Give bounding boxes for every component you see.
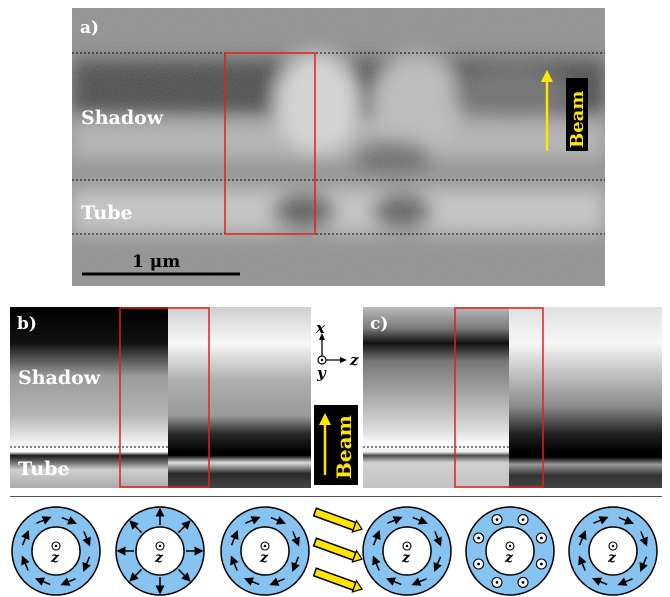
arrow-icon [270, 516, 286, 525]
panel-b: b) Shadow Tube [10, 307, 311, 488]
beam-label-a: Beam [567, 91, 588, 148]
arrow-icon [21, 530, 30, 546]
arrow-icon [411, 577, 427, 586]
ring-inner [31, 526, 81, 576]
arrow-icon [245, 516, 261, 525]
arrow-icon [639, 556, 648, 572]
arrow-icon [291, 556, 300, 572]
panel-c-label: c) [370, 314, 388, 334]
axis-x-label: x [315, 320, 326, 337]
ring-center-label: z [154, 550, 164, 566]
ring-inner [485, 526, 535, 576]
shadow-label-a: Shadow [81, 107, 164, 129]
arrow-icon [230, 555, 239, 571]
ring-2: z [115, 506, 205, 596]
highlight-box-c [454, 307, 544, 488]
panel-a: a) Shadow Tube 1 μm Beam [72, 8, 605, 286]
arrow-icon [386, 577, 402, 586]
arrow-icon [36, 516, 52, 525]
scale-bar-label: 1 μm [132, 252, 180, 272]
arrow-icon [617, 577, 633, 586]
axis-y-label: y [316, 364, 327, 382]
highlight-box-b [119, 307, 210, 488]
arrow-icon [269, 577, 285, 586]
arrow-icon [592, 577, 608, 586]
ring-3: z [220, 506, 310, 596]
arrow-icon [578, 530, 587, 546]
arrow-icon [618, 516, 634, 525]
transition-arrows [312, 507, 363, 593]
ring-center-label: z [259, 550, 269, 566]
arrow-icon [387, 516, 403, 525]
arrow-icon [82, 531, 91, 547]
ring-6: z [568, 506, 658, 596]
arrow-icon [433, 556, 442, 572]
arrow-icon [82, 556, 91, 572]
ring-inner [240, 526, 290, 576]
arrow-icon [230, 530, 239, 546]
ring-center-label: z [504, 550, 514, 566]
arrow-icon [412, 516, 428, 525]
axes-indicator: x z y [312, 320, 364, 385]
beam-label-bg-a [566, 78, 588, 151]
beam-label-middle: Beam [332, 415, 356, 479]
arrow-icon [244, 577, 260, 586]
ring-5: z [465, 506, 555, 596]
arrow-icon [372, 555, 381, 571]
arrow-icon [578, 555, 587, 571]
panel-c-image: c) [363, 307, 662, 488]
shadow-label-b: Shadow [18, 367, 101, 389]
tube-label-b: Tube [18, 458, 70, 480]
ring-4: z [362, 506, 452, 596]
ring-center-label: z [401, 550, 411, 566]
panel-b-image: b) Shadow Tube [10, 307, 311, 488]
ring-center-label: z [50, 550, 60, 566]
arrow-icon [21, 555, 30, 571]
ring-inner [588, 526, 638, 576]
ring-inner [135, 526, 185, 576]
beam-indicator-middle: Beam [314, 405, 358, 485]
panel-b-label: b) [17, 314, 37, 334]
highlight-box-a [224, 52, 316, 235]
arrow-icon [60, 577, 76, 586]
ring-center-label: z [607, 550, 617, 566]
beam-arrowhead-a [541, 70, 553, 82]
panel-c: c) [363, 307, 662, 488]
ring-inner [382, 526, 432, 576]
panel-a-image: a) Shadow Tube 1 μm Beam [72, 8, 605, 286]
ring-1: z [11, 506, 101, 596]
arrow-icon [372, 530, 381, 546]
arrow-icon [177, 568, 191, 582]
arrow-icon [129, 520, 143, 534]
panel-a-label: a) [80, 18, 99, 38]
arrow-icon [129, 568, 143, 582]
arrow-icon [291, 531, 300, 547]
tube-label-a: Tube [81, 202, 133, 224]
arrow-icon [639, 531, 648, 547]
axis-z-label: z [349, 351, 359, 369]
arrow-icon [433, 531, 442, 547]
arrow-icon [35, 577, 51, 586]
arrow-icon [177, 520, 191, 534]
arrow-icon [593, 516, 609, 525]
arrow-icon [61, 516, 77, 525]
separator-line [10, 496, 662, 497]
